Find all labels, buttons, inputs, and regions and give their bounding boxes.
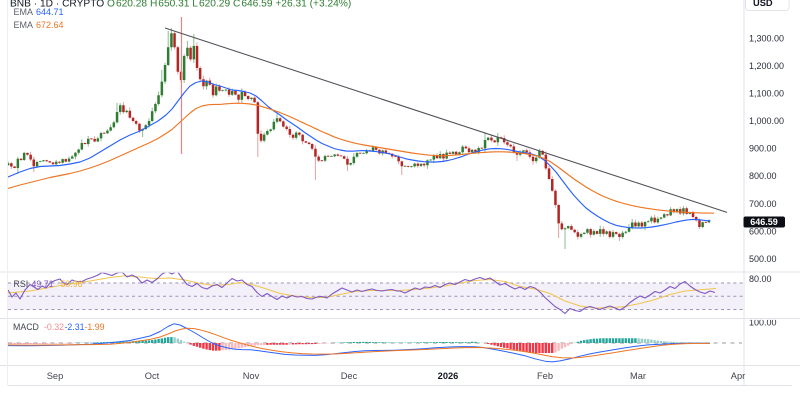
- svg-text:2026: 2026: [438, 371, 459, 381]
- svg-text:80.00: 80.00: [749, 274, 772, 284]
- svg-text:500.00: 500.00: [749, 254, 777, 264]
- svg-text:Nov: Nov: [243, 371, 260, 381]
- svg-text:Apr: Apr: [731, 371, 745, 381]
- svg-text:Oct: Oct: [145, 371, 160, 381]
- svg-text:Sep: Sep: [47, 371, 64, 381]
- svg-text:600.00: 600.00: [749, 226, 777, 236]
- svg-text:100.00: 100.00: [749, 318, 777, 328]
- svg-text:Mar: Mar: [630, 371, 646, 381]
- svg-text:1,100.00: 1,100.00: [749, 89, 784, 99]
- svg-text:800.00: 800.00: [749, 171, 777, 181]
- svg-text:1,000.00: 1,000.00: [749, 116, 784, 126]
- svg-text:Dec: Dec: [341, 371, 358, 381]
- svg-text:900.00: 900.00: [749, 144, 777, 154]
- svg-text:Feb: Feb: [537, 371, 553, 381]
- svg-text:1,300.00: 1,300.00: [749, 33, 784, 43]
- svg-text:700.00: 700.00: [749, 199, 777, 209]
- svg-text:BNB · 1D · CRYPTO O620.28 H650: BNB · 1D · CRYPTO O620.28 H650.31 L620.2…: [10, 0, 351, 9]
- svg-text:USD: USD: [753, 0, 773, 8]
- svg-text:1,200.00: 1,200.00: [749, 61, 784, 71]
- svg-text:MACD-0.32-2.31-1.99: MACD -0.32-2.31-1.99: [13, 322, 105, 332]
- svg-text:646.59: 646.59: [750, 217, 778, 227]
